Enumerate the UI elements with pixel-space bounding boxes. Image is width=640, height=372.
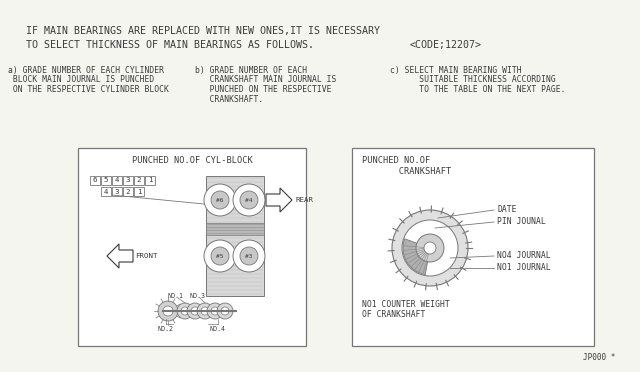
Circle shape [392,210,468,286]
Text: #4: #4 [245,198,253,202]
Circle shape [158,301,178,321]
Text: IF MAIN BEARINGS ARE REPLACED WITH NEW ONES,IT IS NECESSARY: IF MAIN BEARINGS ARE REPLACED WITH NEW O… [26,26,380,36]
Text: ON THE RESPECTIVE CYLINDER BLOCK: ON THE RESPECTIVE CYLINDER BLOCK [8,85,169,94]
Circle shape [416,234,444,262]
Bar [352,148,594,346]
Bar [112,187,122,196]
Text: #5: #5 [216,253,224,259]
Circle shape [233,240,265,272]
Text: b) GRADE NUMBER OF EACH: b) GRADE NUMBER OF EACH [195,66,307,75]
Text: CRANKSHAFT.: CRANKSHAFT. [195,94,263,103]
Circle shape [424,242,436,254]
Text: <CODE;12207>: <CODE;12207> [410,40,482,50]
Text: 2: 2 [137,177,141,183]
Text: 4: 4 [115,177,119,183]
Text: NO1 COUNTER WEIGHT: NO1 COUNTER WEIGHT [362,300,450,309]
Circle shape [233,184,265,216]
Bar [101,187,111,196]
Circle shape [240,191,258,209]
Text: #3: #3 [245,253,253,259]
Text: a) GRADE NUMBER OF EACH CYLINDER: a) GRADE NUMBER OF EACH CYLINDER [8,66,164,75]
Text: DATE: DATE [497,205,516,215]
Text: CRANKSHAFT: CRANKSHAFT [362,167,451,176]
Text: PUNCHED NO.OF: PUNCHED NO.OF [362,156,430,165]
Circle shape [177,303,193,319]
Circle shape [191,307,199,315]
Text: PIN JOUNAL: PIN JOUNAL [497,218,546,227]
Text: c) SELECT MAIN BEARING WITH: c) SELECT MAIN BEARING WITH [390,66,522,75]
Text: 1: 1 [137,189,141,195]
Circle shape [207,303,223,319]
Bar [78,148,306,346]
Text: CRANKSHAFT MAIN JOURNAL IS: CRANKSHAFT MAIN JOURNAL IS [195,76,337,84]
Text: 6: 6 [93,177,97,183]
Bar [101,176,111,185]
Text: TO THE TABLE ON THE NEXT PAGE.: TO THE TABLE ON THE NEXT PAGE. [390,85,566,94]
Circle shape [187,303,203,319]
Circle shape [181,307,189,315]
Circle shape [217,303,233,319]
Circle shape [197,303,213,319]
Text: 1: 1 [148,177,152,183]
Text: 3: 3 [125,177,131,183]
Circle shape [402,220,458,276]
Text: NO4 JOURNAL: NO4 JOURNAL [497,251,550,260]
Polygon shape [107,244,133,268]
Text: 4: 4 [104,189,108,195]
Text: FRONT: FRONT [135,253,157,259]
Text: NO.3: NO.3 [190,293,206,299]
Circle shape [221,307,229,315]
Text: BLOCK MAIN JOURNAL IS PUNCHED: BLOCK MAIN JOURNAL IS PUNCHED [8,76,154,84]
Bar [206,176,264,296]
Bar [123,187,133,196]
Text: NO1 JOURNAL: NO1 JOURNAL [497,263,550,273]
Wedge shape [403,239,430,275]
Circle shape [211,191,229,209]
Circle shape [201,307,209,315]
Text: SUITABLE THICKNESS ACCORDING: SUITABLE THICKNESS ACCORDING [390,76,556,84]
Bar [134,187,144,196]
Text: NO.2: NO.2 [158,326,174,332]
Text: TO SELECT THICKNESS OF MAIN BEARINGS AS FOLLOWS.: TO SELECT THICKNESS OF MAIN BEARINGS AS … [26,40,314,50]
Text: NO.4: NO.4 [210,326,226,332]
Text: REAR: REAR [296,197,314,203]
Text: PUNCHED NO.OF CYL-BLOCK: PUNCHED NO.OF CYL-BLOCK [132,156,252,165]
Bar [145,176,155,185]
Text: #6: #6 [216,198,224,202]
Circle shape [211,307,219,315]
Bar [112,176,122,185]
Text: 3: 3 [115,189,119,195]
Bar [134,176,144,185]
Text: PUNCHED ON THE RESPECTIVE: PUNCHED ON THE RESPECTIVE [195,85,332,94]
Text: JP000 *: JP000 * [582,353,615,362]
Bar [206,223,264,235]
Polygon shape [266,188,292,212]
Text: NO.1: NO.1 [167,293,183,299]
Circle shape [211,247,229,265]
Text: 5: 5 [104,177,108,183]
Circle shape [204,240,236,272]
Bar [90,176,100,185]
Bar [123,176,133,185]
Circle shape [240,247,258,265]
Text: 2: 2 [125,189,131,195]
Text: OF CRANKSHAFT: OF CRANKSHAFT [362,310,426,319]
Circle shape [204,184,236,216]
Circle shape [163,306,173,316]
